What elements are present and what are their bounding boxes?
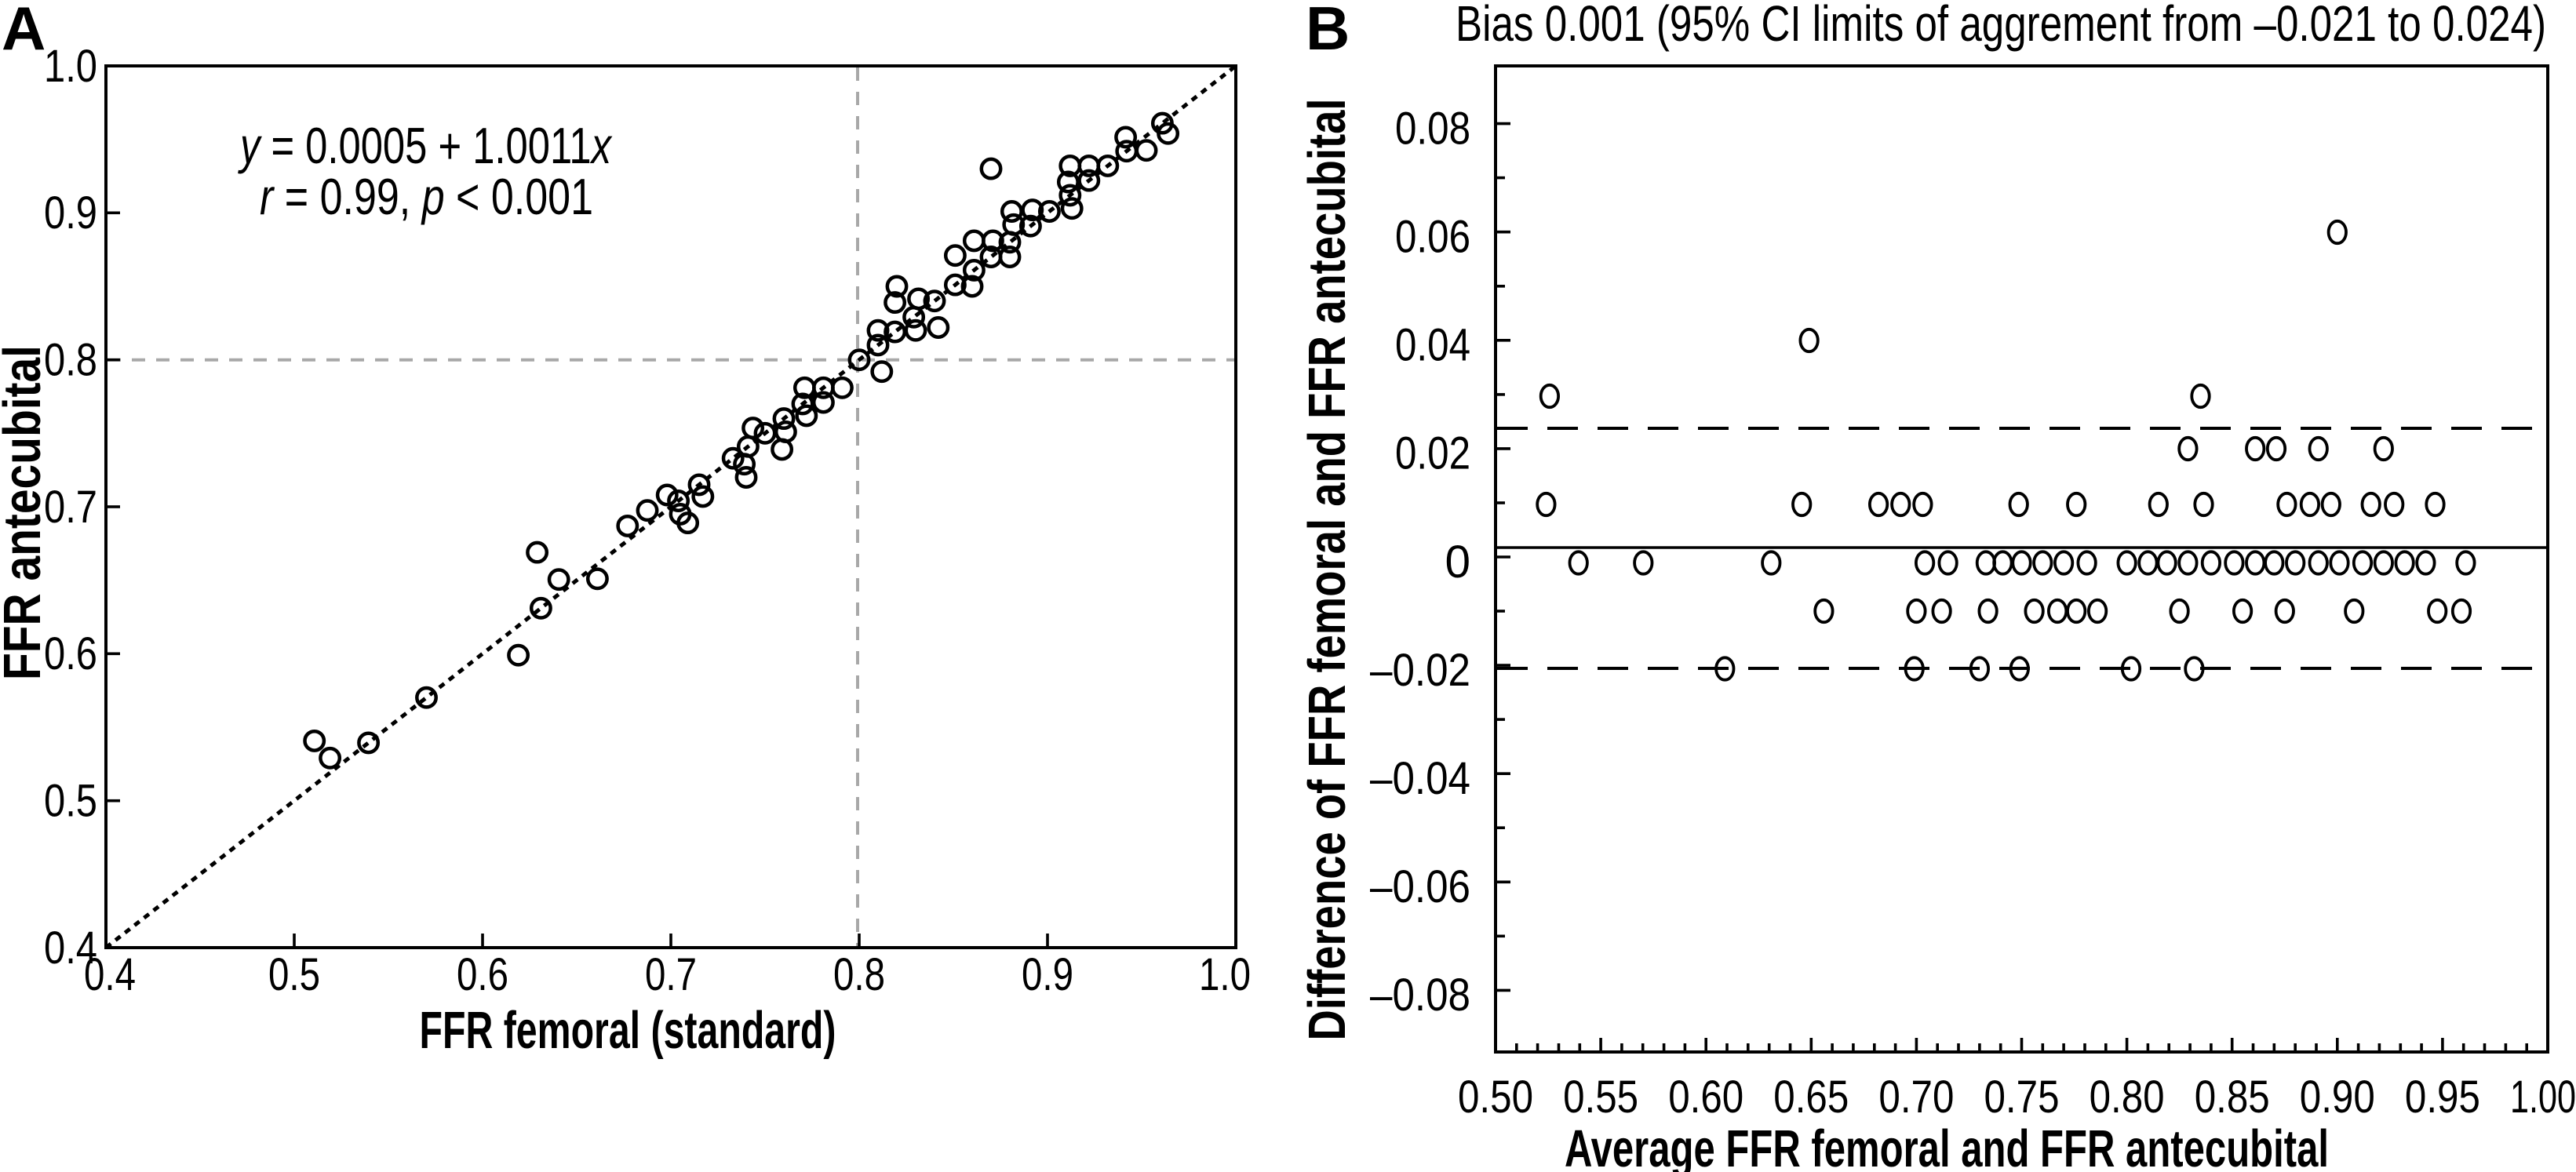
svg-text:0.06: 0.06 — [1395, 212, 1470, 263]
svg-text:0.50: 0.50 — [1458, 1072, 1533, 1123]
svg-text:0.4: 0.4 — [84, 949, 136, 1000]
svg-text:0.08: 0.08 — [1395, 103, 1470, 154]
svg-text:0.8: 0.8 — [44, 335, 97, 386]
svg-text:–0.02: –0.02 — [1370, 645, 1470, 696]
svg-text:B: B — [1306, 0, 1350, 63]
svg-text:FFR femoral (standard): FFR femoral (standard) — [420, 1001, 836, 1060]
svg-text:0.7: 0.7 — [645, 949, 697, 1000]
svg-text:1.0: 1.0 — [44, 41, 97, 92]
svg-text:0.65: 0.65 — [1773, 1072, 1849, 1123]
svg-text:0.9: 0.9 — [1022, 949, 1073, 1000]
svg-text:0.85: 0.85 — [2195, 1072, 2270, 1123]
svg-text:0.55: 0.55 — [1563, 1072, 1638, 1123]
svg-text:0.60: 0.60 — [1668, 1072, 1743, 1123]
svg-text:0.6: 0.6 — [457, 949, 508, 1000]
svg-text:0.9: 0.9 — [44, 187, 97, 238]
svg-text:–0.04: –0.04 — [1370, 753, 1470, 804]
svg-text:0.5: 0.5 — [44, 776, 97, 827]
svg-text:r = 0.99, p < 0.001: r = 0.99, p < 0.001 — [260, 168, 593, 225]
svg-text:0.8: 0.8 — [833, 949, 885, 1000]
svg-text:0.5: 0.5 — [268, 949, 320, 1000]
svg-text:0.70: 0.70 — [1878, 1072, 1954, 1123]
svg-text:0.6: 0.6 — [44, 628, 97, 679]
svg-text:0: 0 — [1445, 537, 1470, 588]
svg-text:y = 0.0005 + 1.0011x: y = 0.0005 + 1.0011x — [238, 117, 613, 174]
svg-text:Average FFR femoral and FFR an: Average FFR femoral and FFR antecubital — [1565, 1119, 2329, 1172]
svg-text:0.95: 0.95 — [2405, 1072, 2480, 1123]
svg-text:FFR antecubital: FFR antecubital — [0, 345, 52, 680]
svg-text:A: A — [2, 0, 46, 63]
svg-text:0.4: 0.4 — [44, 923, 97, 974]
svg-text:0.75: 0.75 — [1984, 1072, 2060, 1123]
svg-text:0.90: 0.90 — [2300, 1072, 2375, 1123]
svg-text:0.80: 0.80 — [2090, 1072, 2165, 1123]
svg-text:0.04: 0.04 — [1395, 320, 1470, 371]
svg-text:–0.06: –0.06 — [1370, 861, 1470, 912]
svg-text:1.0: 1.0 — [1199, 949, 1251, 1000]
svg-text:1.00: 1.00 — [2510, 1072, 2576, 1123]
svg-text:0.7: 0.7 — [44, 482, 97, 533]
svg-text:Bias 0.001 (95% CI limits of a: Bias 0.001 (95% CI limits of aggrement f… — [1456, 0, 2546, 52]
svg-text:Difference of FFR femoral and: Difference of FFR femoral and FFR antecu… — [1298, 99, 1357, 1041]
svg-text:–0.08: –0.08 — [1370, 970, 1470, 1021]
svg-text:0.02: 0.02 — [1395, 428, 1470, 479]
